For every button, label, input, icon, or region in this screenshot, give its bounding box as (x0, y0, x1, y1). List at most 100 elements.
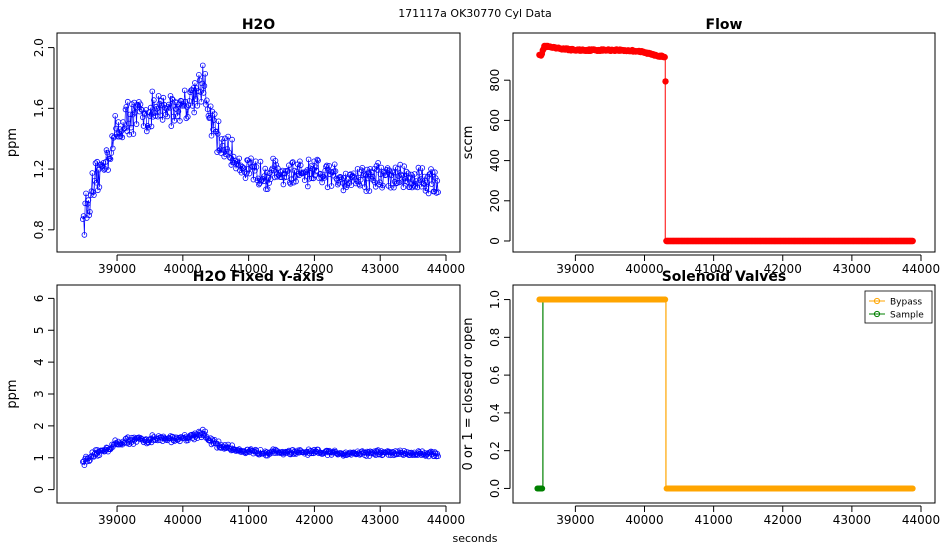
y-tick-label: 0 (32, 486, 46, 494)
data-point (243, 171, 250, 177)
data-point (400, 184, 407, 191)
data-point (191, 436, 198, 443)
data-point (281, 450, 288, 457)
figure-header: 171117a OK30770 Cyl Data (398, 7, 552, 20)
data-point (163, 106, 170, 112)
data-point (223, 148, 230, 155)
data-point (253, 164, 260, 170)
data-point (248, 155, 254, 162)
data-point (86, 212, 92, 219)
data-point (147, 104, 154, 111)
data-point (95, 187, 101, 194)
data-point (120, 119, 126, 125)
data-point (373, 163, 380, 169)
data-point (202, 428, 209, 435)
data-point (273, 162, 280, 168)
legend: Bypass Sample (864, 290, 933, 324)
data-point (363, 188, 370, 195)
data-point (157, 112, 164, 119)
data-point (224, 146, 231, 152)
data-point (350, 170, 357, 177)
data-point (360, 172, 366, 179)
data-point (329, 169, 336, 176)
y-axis: 0 1 2 3 4 5 6 ppm (5, 295, 55, 494)
solenoid-panel: Solenoid Valves 39000 40000 41000 42000 43000… (461, 269, 940, 527)
y-axis-label: 0 or 1 = closed or open (461, 317, 476, 470)
data-point (169, 96, 175, 102)
data-point (126, 441, 133, 447)
y-tick-label: 5 (32, 326, 46, 334)
data-point (186, 98, 193, 104)
chart-title: H2O Fixed Y-axis (193, 269, 325, 285)
chart-title: H2O (242, 17, 275, 33)
h2o-panel: H2O 39000 40000 41000 42000 43000 44000 0.8 1.2 1… (5, 17, 465, 276)
data-point (328, 183, 335, 189)
data-point (208, 132, 215, 139)
data-point (166, 105, 173, 111)
data-point (391, 184, 397, 191)
data-point (409, 177, 416, 183)
data-point (393, 180, 400, 187)
data-point (207, 103, 214, 110)
data-point (128, 124, 134, 131)
data-point (311, 158, 318, 165)
data-point (90, 189, 96, 195)
data-point (423, 185, 430, 192)
data-point (326, 163, 333, 169)
data-point (159, 117, 166, 123)
data-point (112, 113, 118, 119)
x-tick-label: 39000 (98, 513, 136, 527)
data-point (394, 180, 400, 186)
data-point (93, 179, 100, 186)
data-point (175, 108, 182, 115)
data-point (358, 167, 365, 174)
y-tick-label: 0.2 (488, 441, 502, 460)
data-point (206, 115, 213, 121)
data-point (376, 179, 383, 186)
data-point (396, 179, 403, 186)
data-point (113, 125, 119, 132)
data-point (389, 168, 396, 175)
data-point (332, 168, 339, 175)
data-point (263, 169, 270, 176)
data-point (87, 454, 94, 460)
data-layer (80, 426, 441, 469)
data-point (219, 136, 225, 142)
data-point (429, 169, 436, 176)
y-tick-label: 200 (488, 189, 502, 212)
h2o-fixed-panel: H2O Fixed Y-axis 39000 40000 41000 42000 4300… (5, 269, 465, 527)
y-axis-label: sccm (461, 126, 476, 160)
data-point (126, 131, 133, 138)
data-point (394, 166, 401, 172)
x-axis-label: seconds (453, 532, 498, 545)
x-axis: 39000 40000 41000 42000 43000 44000 (98, 505, 465, 527)
data-point (109, 133, 115, 139)
data-point (144, 128, 150, 135)
data-layer (80, 62, 441, 238)
data-point (359, 165, 366, 171)
data-point (263, 186, 269, 193)
data-point (432, 169, 438, 176)
data-point (378, 164, 385, 171)
data-point (194, 435, 201, 441)
data-point (220, 147, 227, 153)
y-axis: 0.8 1.2 1.6 2.0 ppm (5, 38, 55, 239)
x-tick-label: 41000 (230, 513, 268, 527)
data-point (319, 179, 325, 186)
data-point (251, 448, 258, 454)
data-point (428, 181, 435, 187)
plot-frame (56, 284, 461, 504)
data-point (200, 90, 207, 96)
data-point (166, 434, 172, 441)
data-point (310, 175, 317, 182)
data-point (361, 171, 367, 177)
data-point (283, 174, 290, 180)
data-point (102, 159, 109, 165)
data-point (406, 184, 413, 190)
x-tick-label: 44000 (427, 513, 465, 527)
data-point (215, 131, 221, 137)
y-tick-label: 2 (32, 422, 46, 430)
data-point (198, 99, 205, 105)
data-point (435, 189, 441, 196)
data-point (124, 440, 130, 447)
